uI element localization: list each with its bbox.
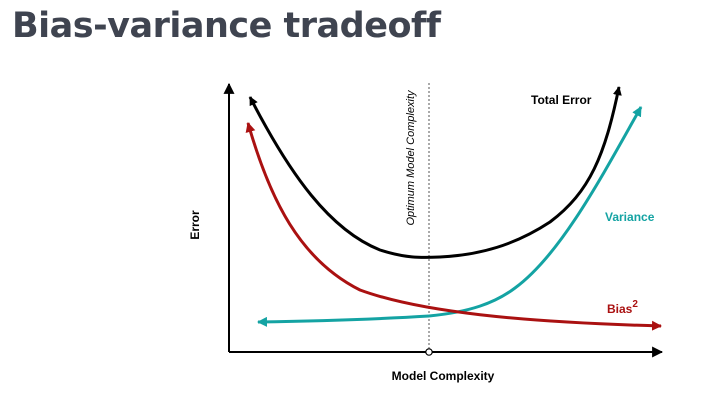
bias-label-exponent: 2 (632, 299, 638, 310)
x-axis-label: Model Complexity (392, 369, 495, 383)
slide-title: Bias-variance tradeoff (12, 6, 441, 46)
bias-label-text: Bias (607, 302, 633, 316)
bias-label: Bias2 (607, 299, 638, 316)
optimum-label: Optimum Model Complexity (405, 89, 417, 226)
variance-label: Variance (605, 210, 655, 224)
total-error-label: Total Error (531, 93, 592, 107)
variance-curve (257, 314, 430, 327)
optimum-marker (425, 348, 433, 356)
bias-curve (245, 122, 662, 331)
y-axis-label: Error (188, 210, 202, 240)
total-error-curve (248, 86, 622, 259)
